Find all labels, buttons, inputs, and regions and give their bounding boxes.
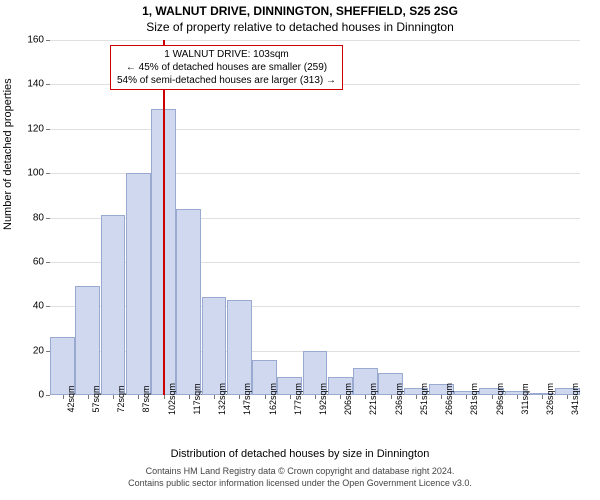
xtick-label: 192sqm xyxy=(318,383,328,415)
xtick-mark xyxy=(315,395,316,399)
xtick-mark xyxy=(466,395,467,399)
footer-attribution: Contains HM Land Registry data © Crown c… xyxy=(0,466,600,489)
xtick-mark xyxy=(138,395,139,399)
xtick-mark xyxy=(340,395,341,399)
gridline xyxy=(50,40,580,41)
xtick-label: 341sqm xyxy=(570,383,580,415)
xtick-label: 162sqm xyxy=(268,383,278,415)
ytick-label: 120 xyxy=(27,123,44,134)
xtick-label: 326sqm xyxy=(545,383,555,415)
histogram-plot: 02040608010012014016042sqm57sqm72sqm87sq… xyxy=(50,40,580,395)
ytick-mark xyxy=(46,218,50,219)
ytick-label: 100 xyxy=(27,168,44,179)
ytick-label: 20 xyxy=(33,345,44,356)
xtick-mark xyxy=(416,395,417,399)
xtick-label: 102sqm xyxy=(167,383,177,415)
histogram-bar xyxy=(101,215,126,395)
ytick-label: 160 xyxy=(27,35,44,46)
xtick-mark xyxy=(290,395,291,399)
ytick-mark xyxy=(46,262,50,263)
xtick-mark xyxy=(492,395,493,399)
xtick-mark xyxy=(88,395,89,399)
xtick-label: 311sqm xyxy=(520,383,530,414)
y-axis-label: Number of detached properties xyxy=(2,78,14,230)
xtick-label: 87sqm xyxy=(141,385,151,412)
page-title: 1, WALNUT DRIVE, DINNINGTON, SHEFFIELD, … xyxy=(0,4,600,18)
annotation-box: 1 WALNUT DRIVE: 103sqm← 45% of detached … xyxy=(110,45,343,90)
xtick-label: 147sqm xyxy=(242,383,252,415)
xtick-label: 72sqm xyxy=(116,385,126,412)
xtick-mark xyxy=(63,395,64,399)
xtick-label: 42sqm xyxy=(66,385,76,412)
ytick-label: 80 xyxy=(33,212,44,223)
xtick-label: 296sqm xyxy=(495,383,505,415)
xtick-mark xyxy=(164,395,165,399)
ytick-mark xyxy=(46,84,50,85)
xtick-label: 281sqm xyxy=(469,383,479,415)
annotation-line-3: 54% of semi-detached houses are larger (… xyxy=(117,74,336,87)
ytick-label: 0 xyxy=(38,390,44,401)
xtick-mark xyxy=(441,395,442,399)
xtick-mark xyxy=(567,395,568,399)
x-axis-label: Distribution of detached houses by size … xyxy=(0,448,600,460)
annotation-line-1: 1 WALNUT DRIVE: 103sqm xyxy=(117,48,336,61)
gridline xyxy=(50,129,580,130)
xtick-label: 251sqm xyxy=(419,383,429,415)
xtick-mark xyxy=(365,395,366,399)
annotation-line-2: ← 45% of detached houses are smaller (25… xyxy=(117,61,336,74)
xtick-label: 177sqm xyxy=(293,383,303,415)
ytick-label: 140 xyxy=(27,79,44,90)
histogram-bar xyxy=(176,209,201,395)
xtick-mark xyxy=(542,395,543,399)
xtick-label: 236sqm xyxy=(394,383,404,415)
histogram-bar xyxy=(202,297,227,395)
xtick-label: 117sqm xyxy=(192,383,202,414)
ytick-mark xyxy=(46,395,50,396)
xtick-mark xyxy=(189,395,190,399)
xtick-mark xyxy=(265,395,266,399)
footer-line-1: Contains HM Land Registry data © Crown c… xyxy=(0,466,600,478)
footer-line-2: Contains public sector information licen… xyxy=(0,478,600,490)
histogram-bar xyxy=(227,300,252,395)
ytick-label: 40 xyxy=(33,301,44,312)
xtick-mark xyxy=(113,395,114,399)
chart-subtitle: Size of property relative to detached ho… xyxy=(0,20,600,34)
ytick-mark xyxy=(46,306,50,307)
xtick-label: 57sqm xyxy=(91,385,101,412)
histogram-bar xyxy=(126,173,151,395)
xtick-label: 266sqm xyxy=(444,383,454,415)
xtick-mark xyxy=(239,395,240,399)
ytick-mark xyxy=(46,173,50,174)
xtick-mark xyxy=(214,395,215,399)
ytick-label: 60 xyxy=(33,256,44,267)
ytick-mark xyxy=(46,40,50,41)
xtick-label: 221sqm xyxy=(368,383,378,415)
xtick-mark xyxy=(391,395,392,399)
histogram-bar xyxy=(75,286,100,395)
xtick-label: 206sqm xyxy=(343,383,353,415)
xtick-label: 132sqm xyxy=(217,383,227,415)
xtick-mark xyxy=(517,395,518,399)
marker-line xyxy=(163,40,165,395)
ytick-mark xyxy=(46,129,50,130)
